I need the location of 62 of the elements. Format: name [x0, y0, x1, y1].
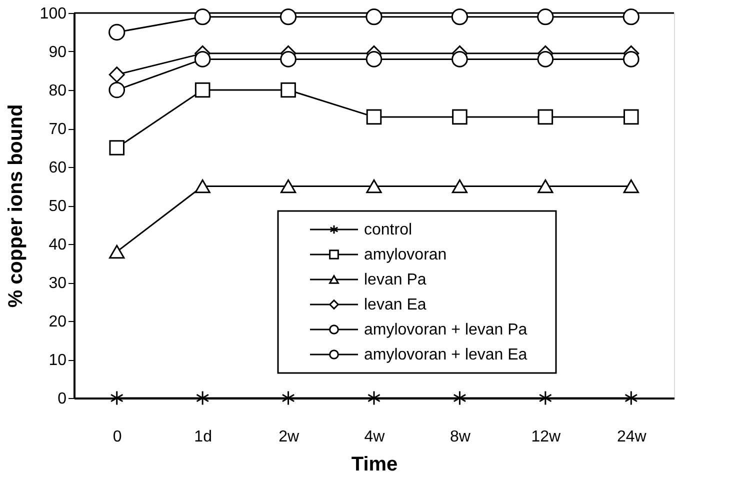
point [537, 8, 554, 26]
point [452, 51, 468, 68]
point [366, 51, 382, 68]
point [109, 140, 124, 156]
x-axis-title: Time [351, 454, 398, 476]
y-tick-label: 10 [48, 352, 67, 369]
y-tick-label: 30 [48, 275, 67, 292]
y-tick-label: 90 [48, 44, 67, 61]
point [452, 179, 468, 194]
y-tick-label: 100 [40, 6, 67, 22]
point [453, 390, 466, 406]
x-tick-label: 4w [364, 428, 386, 446]
point [622, 8, 640, 26]
y-tick-label: 70 [48, 121, 67, 138]
point [451, 8, 468, 26]
point [624, 109, 639, 125]
x-tick-label: 1d [194, 428, 212, 446]
x-tick-label: 2w [278, 428, 300, 446]
legend-label: amylovoran + levan Ea [364, 346, 528, 364]
point [108, 82, 126, 98]
y-tick-label: 0 [58, 390, 67, 408]
legend-label: levan Pa [364, 272, 426, 288]
point [538, 390, 552, 406]
point [537, 51, 554, 68]
y-tick-label: 40 [48, 236, 67, 254]
y-tick-label: 50 [48, 198, 67, 215]
point [108, 66, 125, 83]
point [280, 179, 296, 194]
x-tick-label: 12w [531, 428, 562, 446]
y-tick-label: 20 [48, 314, 67, 330]
point [194, 179, 210, 194]
legend-label: control [364, 222, 412, 238]
point [194, 51, 211, 68]
point [194, 8, 211, 26]
x-tick-label: 0 [112, 428, 122, 446]
point [196, 390, 210, 406]
point [282, 390, 295, 406]
y-tick-label: 80 [48, 82, 67, 100]
x-tick-label: 24w [616, 428, 647, 446]
x-tick-label: 8w [450, 428, 471, 446]
point [366, 8, 382, 26]
point [280, 8, 297, 26]
point [366, 109, 382, 125]
point [280, 51, 296, 68]
point [194, 82, 210, 98]
point [622, 51, 640, 68]
point [538, 109, 554, 125]
y-tick-label: 60 [48, 160, 67, 176]
point [280, 82, 296, 98]
point [623, 179, 639, 194]
point [366, 179, 382, 194]
point [538, 179, 554, 194]
legend-label: levan Ea [364, 296, 426, 314]
point [624, 390, 638, 406]
point [108, 24, 126, 41]
y-axis-title: % copper ions bound [4, 104, 27, 308]
point [452, 109, 468, 125]
legend-label: amylovoran [364, 246, 447, 264]
point [110, 390, 124, 406]
point [109, 244, 125, 259]
point [367, 390, 381, 406]
legend-label: amylovoran + levan Pa [364, 322, 528, 338]
